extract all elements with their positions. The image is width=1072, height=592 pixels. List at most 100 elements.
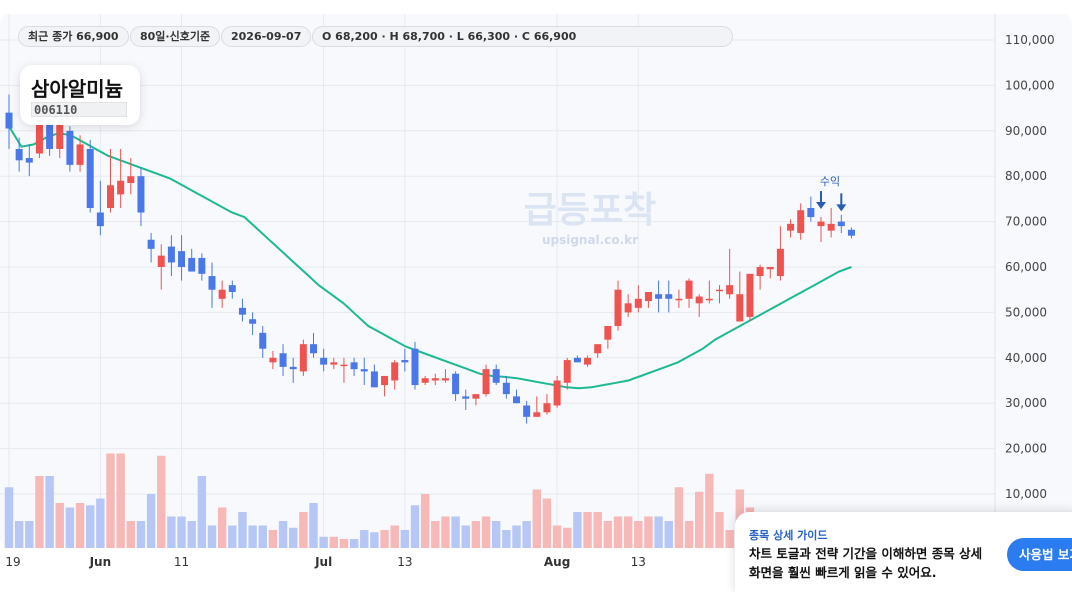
volume-bar [197,476,207,548]
y-tick-label: 30,000 [1005,396,1047,410]
candle [655,280,663,313]
volume-bar [664,521,673,548]
candle-body [147,239,155,249]
candle [807,196,815,222]
candle [137,167,145,227]
candle-body [482,369,490,395]
volume-bar [563,527,572,548]
candle [787,219,795,238]
x-tick-label: 13 [397,555,412,569]
volume-bar [715,512,724,548]
candle [25,144,33,177]
period-badge[interactable]: 80일·신호기준 [130,26,221,47]
candle-body [705,298,713,301]
x-axis: 19 Jun 11 Jul 13 Aug 13 [5,555,646,569]
volume-bar [613,516,623,548]
candle-body [96,212,104,227]
candle-body [401,360,409,363]
candle [107,148,114,213]
candle [675,289,683,308]
candle [584,355,592,367]
volume-bar [583,512,592,548]
candle [360,357,368,386]
volume-bars [4,453,755,548]
y-tick-label: 110,000 [1005,33,1055,47]
ohlc-badge: O 68,200 · H 68,700 · L 66,300 · C 66,90… [312,26,733,47]
candle [472,394,480,406]
candle-body [238,307,246,315]
guide-popup: 종목 상세 가이드 차트 토글과 전략 기간을 이해하면 종목 상세 화면을 훨… [735,512,1072,592]
volume-bar [532,489,541,548]
candle [685,278,693,308]
candle [705,280,713,304]
candle-body [472,394,480,399]
candle-body [46,121,54,149]
candle [776,226,784,281]
candle-body [746,273,754,317]
candle [310,332,317,358]
volume-bar [339,539,349,548]
x-tick-label: 13 [631,555,646,569]
watermark-url: upsignal.co.kr [542,233,638,247]
volume-bar [603,521,613,548]
volume-bar [217,507,227,548]
volume-bar [309,503,318,548]
volume-bar [258,525,267,548]
candle [624,294,632,317]
candle-body [594,344,602,354]
x-tick-label: Jul [314,555,332,569]
candle-body [178,251,186,267]
signals: 수익 [816,175,847,212]
volume-bar [157,455,166,548]
candle [513,389,520,404]
candle [411,341,419,390]
signal-arrow-icon [836,204,847,212]
candle-body [716,289,723,292]
candle [208,262,216,308]
volume-bar [674,487,684,548]
y-tick-label: 90,000 [1005,124,1047,138]
stock-chart[interactable]: 급등포착 upsignal.co.kr 수익 10,000 20,000 30,00… [0,0,1072,579]
volume-bar [593,512,602,548]
volume-bar [278,521,288,548]
volume-bar [349,539,359,548]
volume-bar [319,536,328,548]
y-axis: 10,000 20,000 30,000 40,000 50,000 60,000 70,0… [1005,33,1055,501]
volume-bar [441,516,450,548]
volume-bar [420,494,430,548]
candle-body [391,362,399,381]
volume-bar [390,525,399,548]
stock-code: 006110 [31,102,127,117]
volume-bar [146,494,156,548]
candle-body [66,130,74,165]
candle-body [279,353,287,367]
candle [167,235,175,277]
candle-body [381,375,389,386]
y-tick-label: 50,000 [1005,305,1047,319]
how-to-use-button[interactable]: 사용법 보기 [1007,538,1072,571]
volume-bar [542,498,552,548]
candlesticks [5,94,855,424]
candle-body [370,371,378,388]
volume-bar [96,498,105,548]
signal-label: 수익 [820,175,840,188]
candle [543,394,551,415]
candle [279,344,287,376]
candle [594,344,602,358]
candle [726,248,734,299]
candle-body [320,357,328,365]
candle [178,235,186,281]
candle-body [137,176,145,213]
candle [817,217,825,243]
candle-body [766,267,774,270]
candle-body [360,369,368,372]
volume-bar [410,505,420,548]
candle-body [553,380,561,406]
volume-bar [45,476,54,548]
candle [370,364,378,388]
candle [553,375,561,408]
watermark-title: 급등포착 [524,190,656,231]
candle-body [330,362,338,365]
candle [259,326,267,358]
y-tick-label: 60,000 [1005,260,1047,274]
